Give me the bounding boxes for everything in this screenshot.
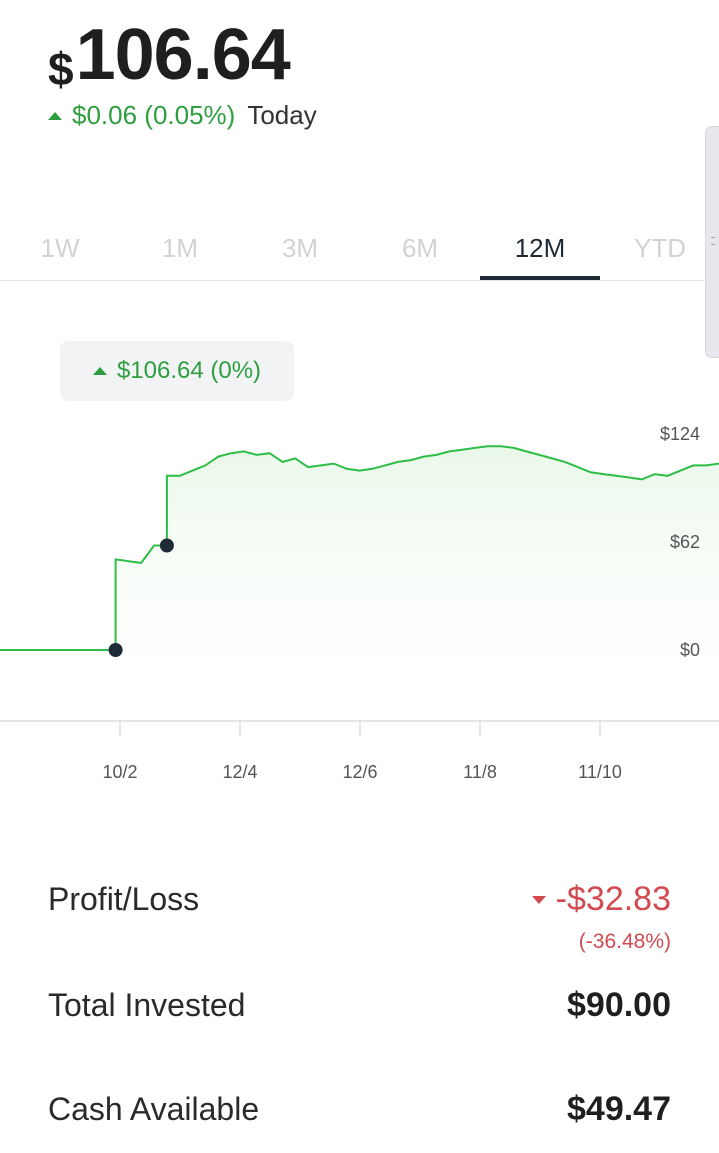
chart-tooltip: $106.64 (0%) — [60, 341, 294, 401]
y-tick-label-min: $0 — [680, 640, 700, 660]
profit-loss-label: Profit/Loss — [48, 881, 200, 917]
grip-icon — [711, 237, 715, 245]
deposit-marker[interactable] — [108, 643, 123, 657]
x-tick-label: 12/4 — [222, 762, 257, 782]
cash-available-value: $49.47 — [567, 1090, 671, 1128]
chart-area — [0, 446, 719, 720]
today-change-value: $0.06 (0.05%) — [72, 100, 236, 130]
profit-loss-percent: (-36.48%) — [578, 930, 671, 953]
scrollbar-handle[interactable] — [705, 126, 719, 358]
arrow-up-icon — [48, 111, 62, 120]
tab-6m[interactable]: 6M — [401, 233, 439, 263]
tab-3m[interactable]: 3M — [281, 233, 319, 263]
arrow-up-icon — [92, 367, 107, 375]
total-invested-label: Total Invested — [48, 987, 246, 1023]
profit-loss-value: -$32.83 — [555, 880, 671, 918]
portfolio-balance: $ 106.64 — [48, 14, 291, 96]
tab-ytd[interactable]: YTD — [634, 233, 686, 263]
cash-available-label: Cash Available — [48, 1091, 260, 1127]
today-change: $0.06 (0.05%) Today — [48, 100, 317, 131]
total-invested-row: Total Invested $90.00 — [48, 986, 671, 1025]
x-tick-label: 10/2 — [102, 762, 137, 782]
tab-12m[interactable]: 12M — [480, 220, 600, 280]
cash-available-row: Cash Available $49.47 — [48, 1090, 671, 1129]
performance-chart[interactable]: $124 $62 $0 10/2 12/4 12/6 11/8 11/10 — [0, 420, 719, 800]
x-tick-label: 12/6 — [342, 762, 377, 782]
tab-1m[interactable]: 1M — [161, 233, 199, 263]
x-tick-label: 11/10 — [578, 762, 622, 782]
y-tick-label-mid: $62 — [670, 532, 700, 552]
profit-loss-value-wrap: -$32.83 — [531, 880, 671, 919]
tab-1w[interactable]: 1W — [40, 233, 80, 263]
tooltip-value: $106.64 (0%) — [116, 357, 262, 384]
y-tick-label-max: $124 — [660, 424, 700, 444]
profit-loss-row: Profit/Loss -$32.83 — [48, 880, 671, 919]
range-tabs: 1W 1M 3M 6M 12M YTD — [0, 220, 719, 281]
chart-line — [0, 445, 719, 651]
arrow-down-icon — [531, 895, 546, 904]
x-tick-label: 11/8 — [463, 762, 497, 782]
deposit-marker[interactable] — [159, 538, 174, 553]
today-label: Today — [247, 100, 317, 130]
balance-amount: 106.64 — [75, 15, 291, 95]
total-invested-value: $90.00 — [567, 986, 671, 1024]
currency-symbol: $ — [48, 43, 74, 95]
